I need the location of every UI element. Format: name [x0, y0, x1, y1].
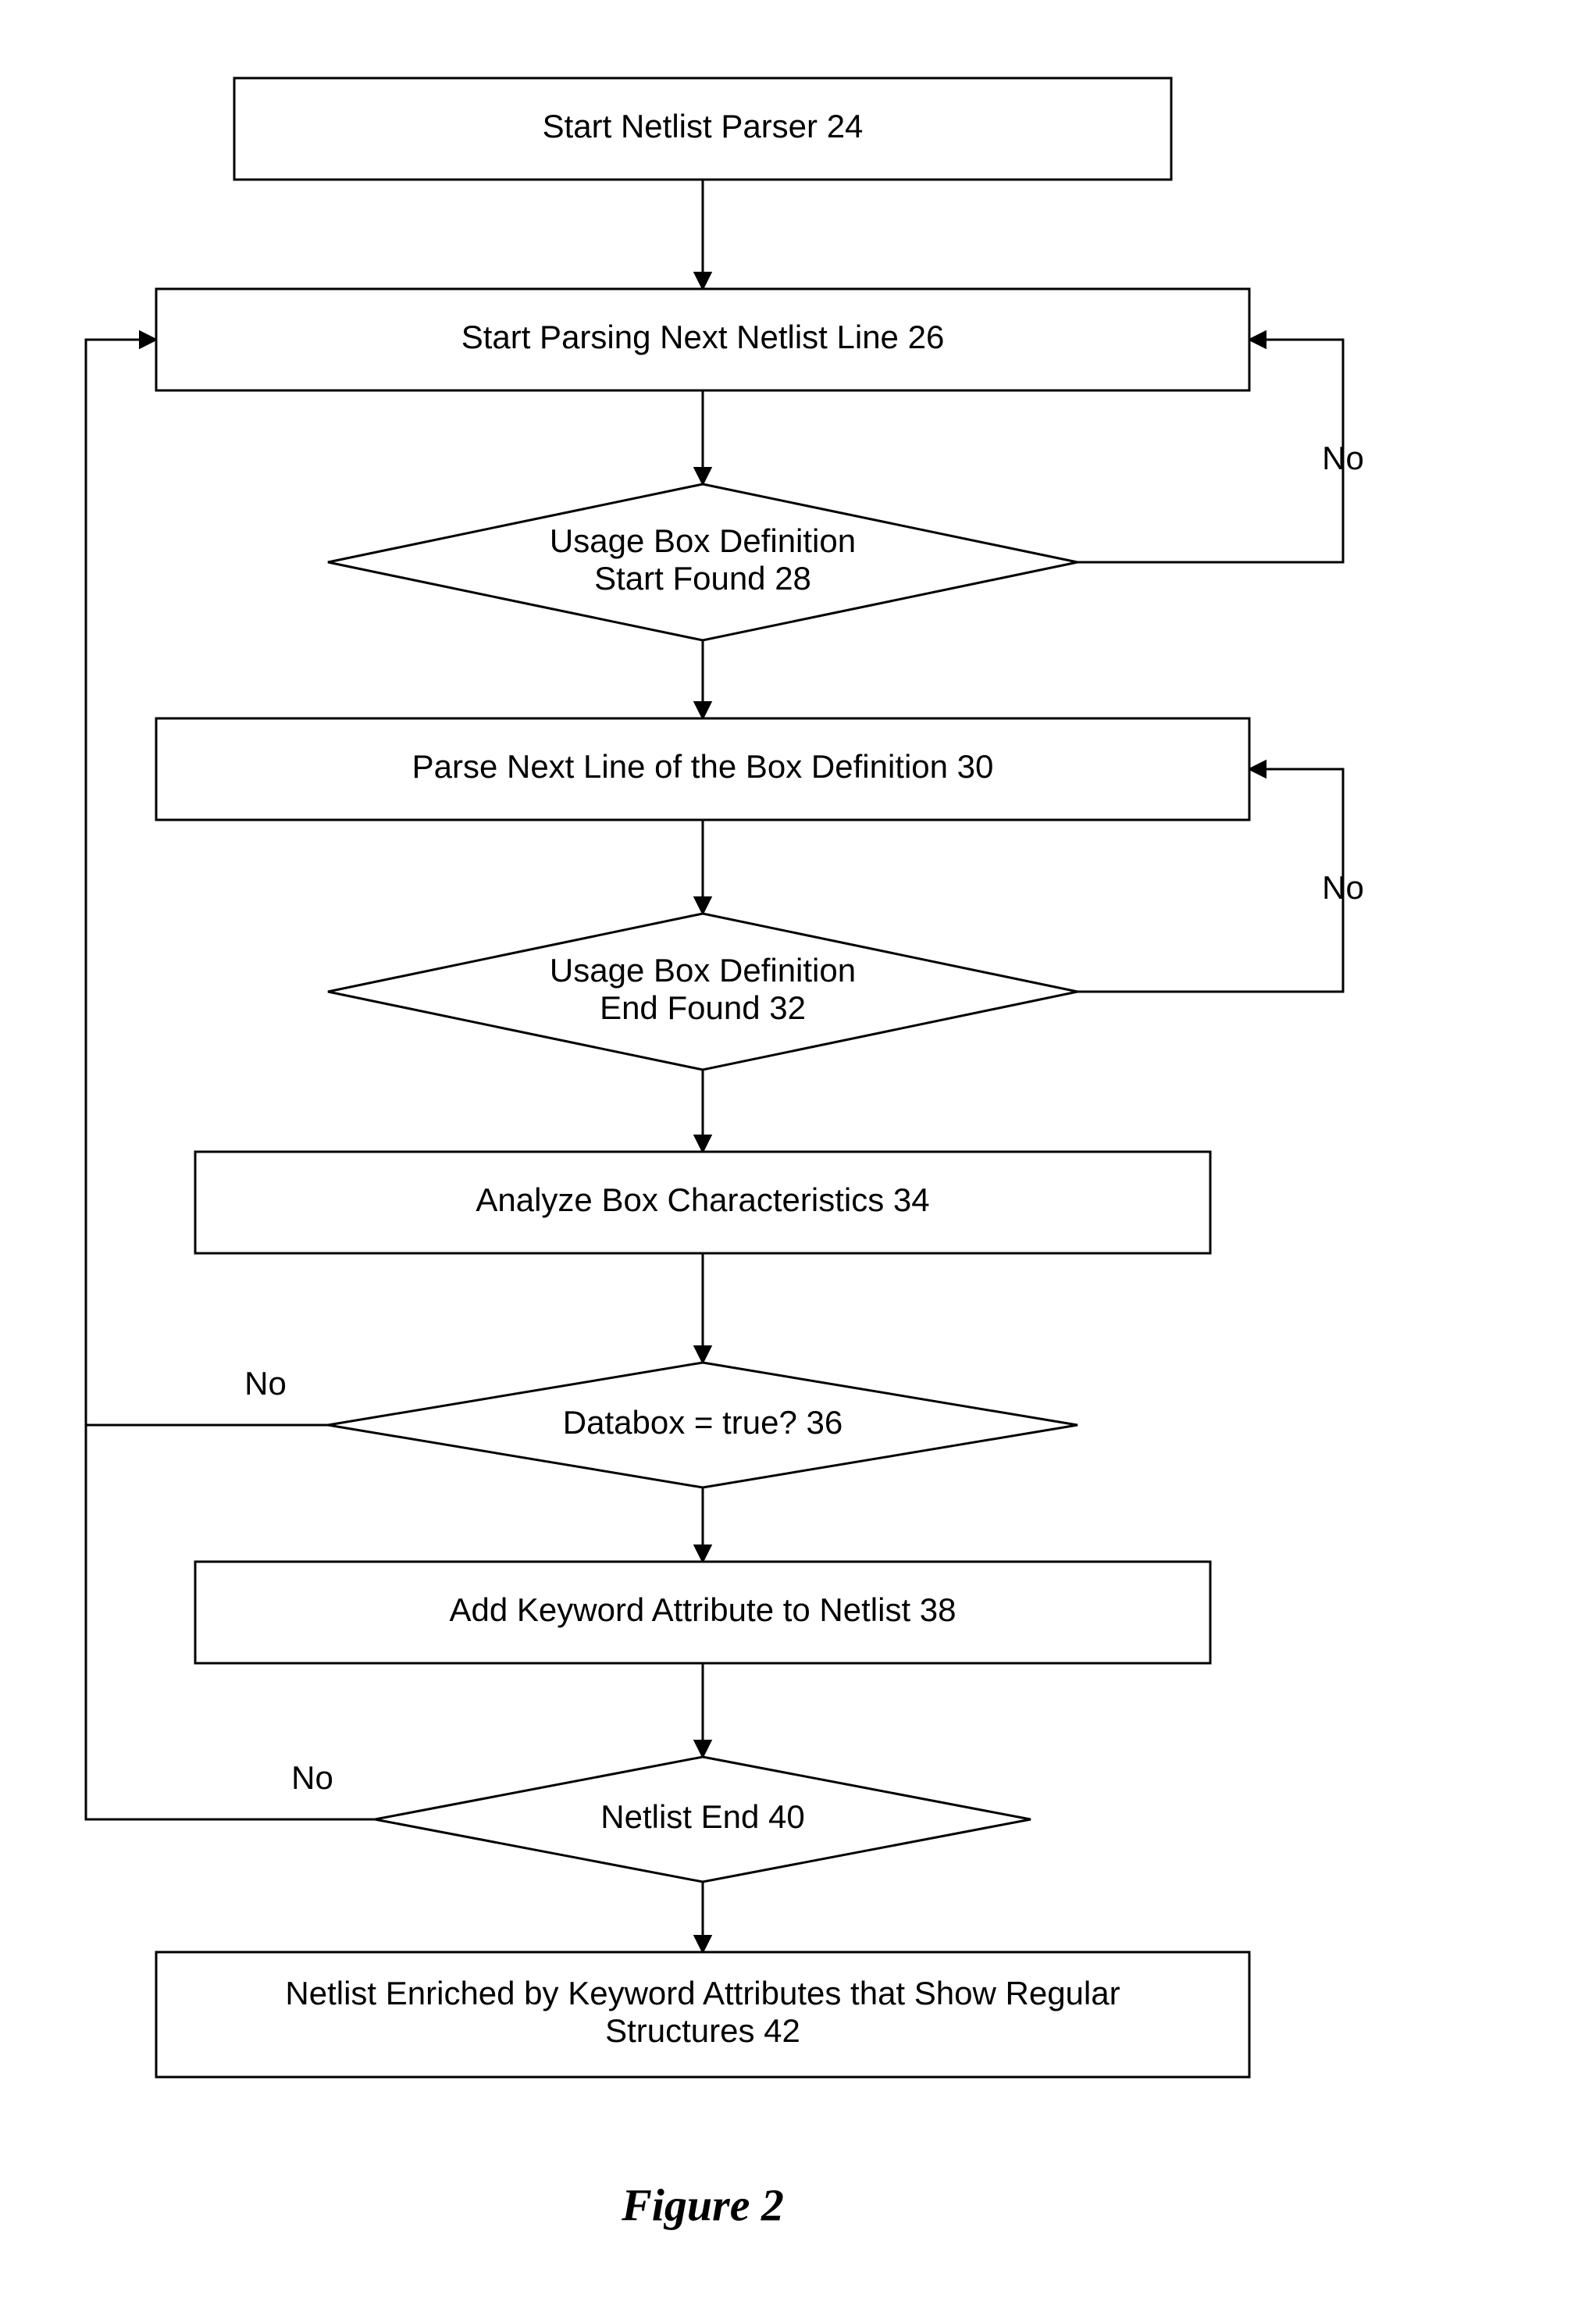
- edge-label: No: [244, 1365, 287, 1402]
- edge-label: No: [1322, 869, 1364, 906]
- node-n24: Start Netlist Parser 24: [234, 78, 1171, 180]
- edge-label: No: [291, 1759, 333, 1796]
- node-n38: Add Keyword Attribute to Netlist 38: [195, 1562, 1210, 1663]
- node-label: Add Keyword Attribute to Netlist 38: [449, 1591, 956, 1628]
- node-label: Start Parsing Next Netlist Line 26: [461, 319, 945, 355]
- node-label: Structures 42: [605, 2012, 800, 2049]
- node-label: Netlist Enriched by Keyword Attributes t…: [285, 1975, 1120, 2011]
- node-n26: Start Parsing Next Netlist Line 26: [156, 289, 1249, 390]
- edge-label: No: [1322, 440, 1364, 476]
- node-n34: Analyze Box Characteristics 34: [195, 1152, 1210, 1253]
- node-label: Parse Next Line of the Box Definition 30: [412, 748, 994, 785]
- node-n42: Netlist Enriched by Keyword Attributes t…: [156, 1952, 1249, 2077]
- node-label: Start Found 28: [594, 560, 811, 597]
- node-label: Usage Box Definition: [550, 952, 856, 989]
- node-label: Start Netlist Parser 24: [543, 108, 864, 144]
- node-label: End Found 32: [600, 989, 806, 1026]
- node-label: Netlist End 40: [600, 1798, 804, 1835]
- node-label: Analyze Box Characteristics 34: [476, 1181, 929, 1218]
- node-label: Usage Box Definition: [550, 522, 856, 559]
- node-label: Databox = true? 36: [563, 1404, 843, 1441]
- node-n30: Parse Next Line of the Box Definition 30: [156, 718, 1249, 820]
- figure-caption: Figure 2: [621, 2179, 784, 2230]
